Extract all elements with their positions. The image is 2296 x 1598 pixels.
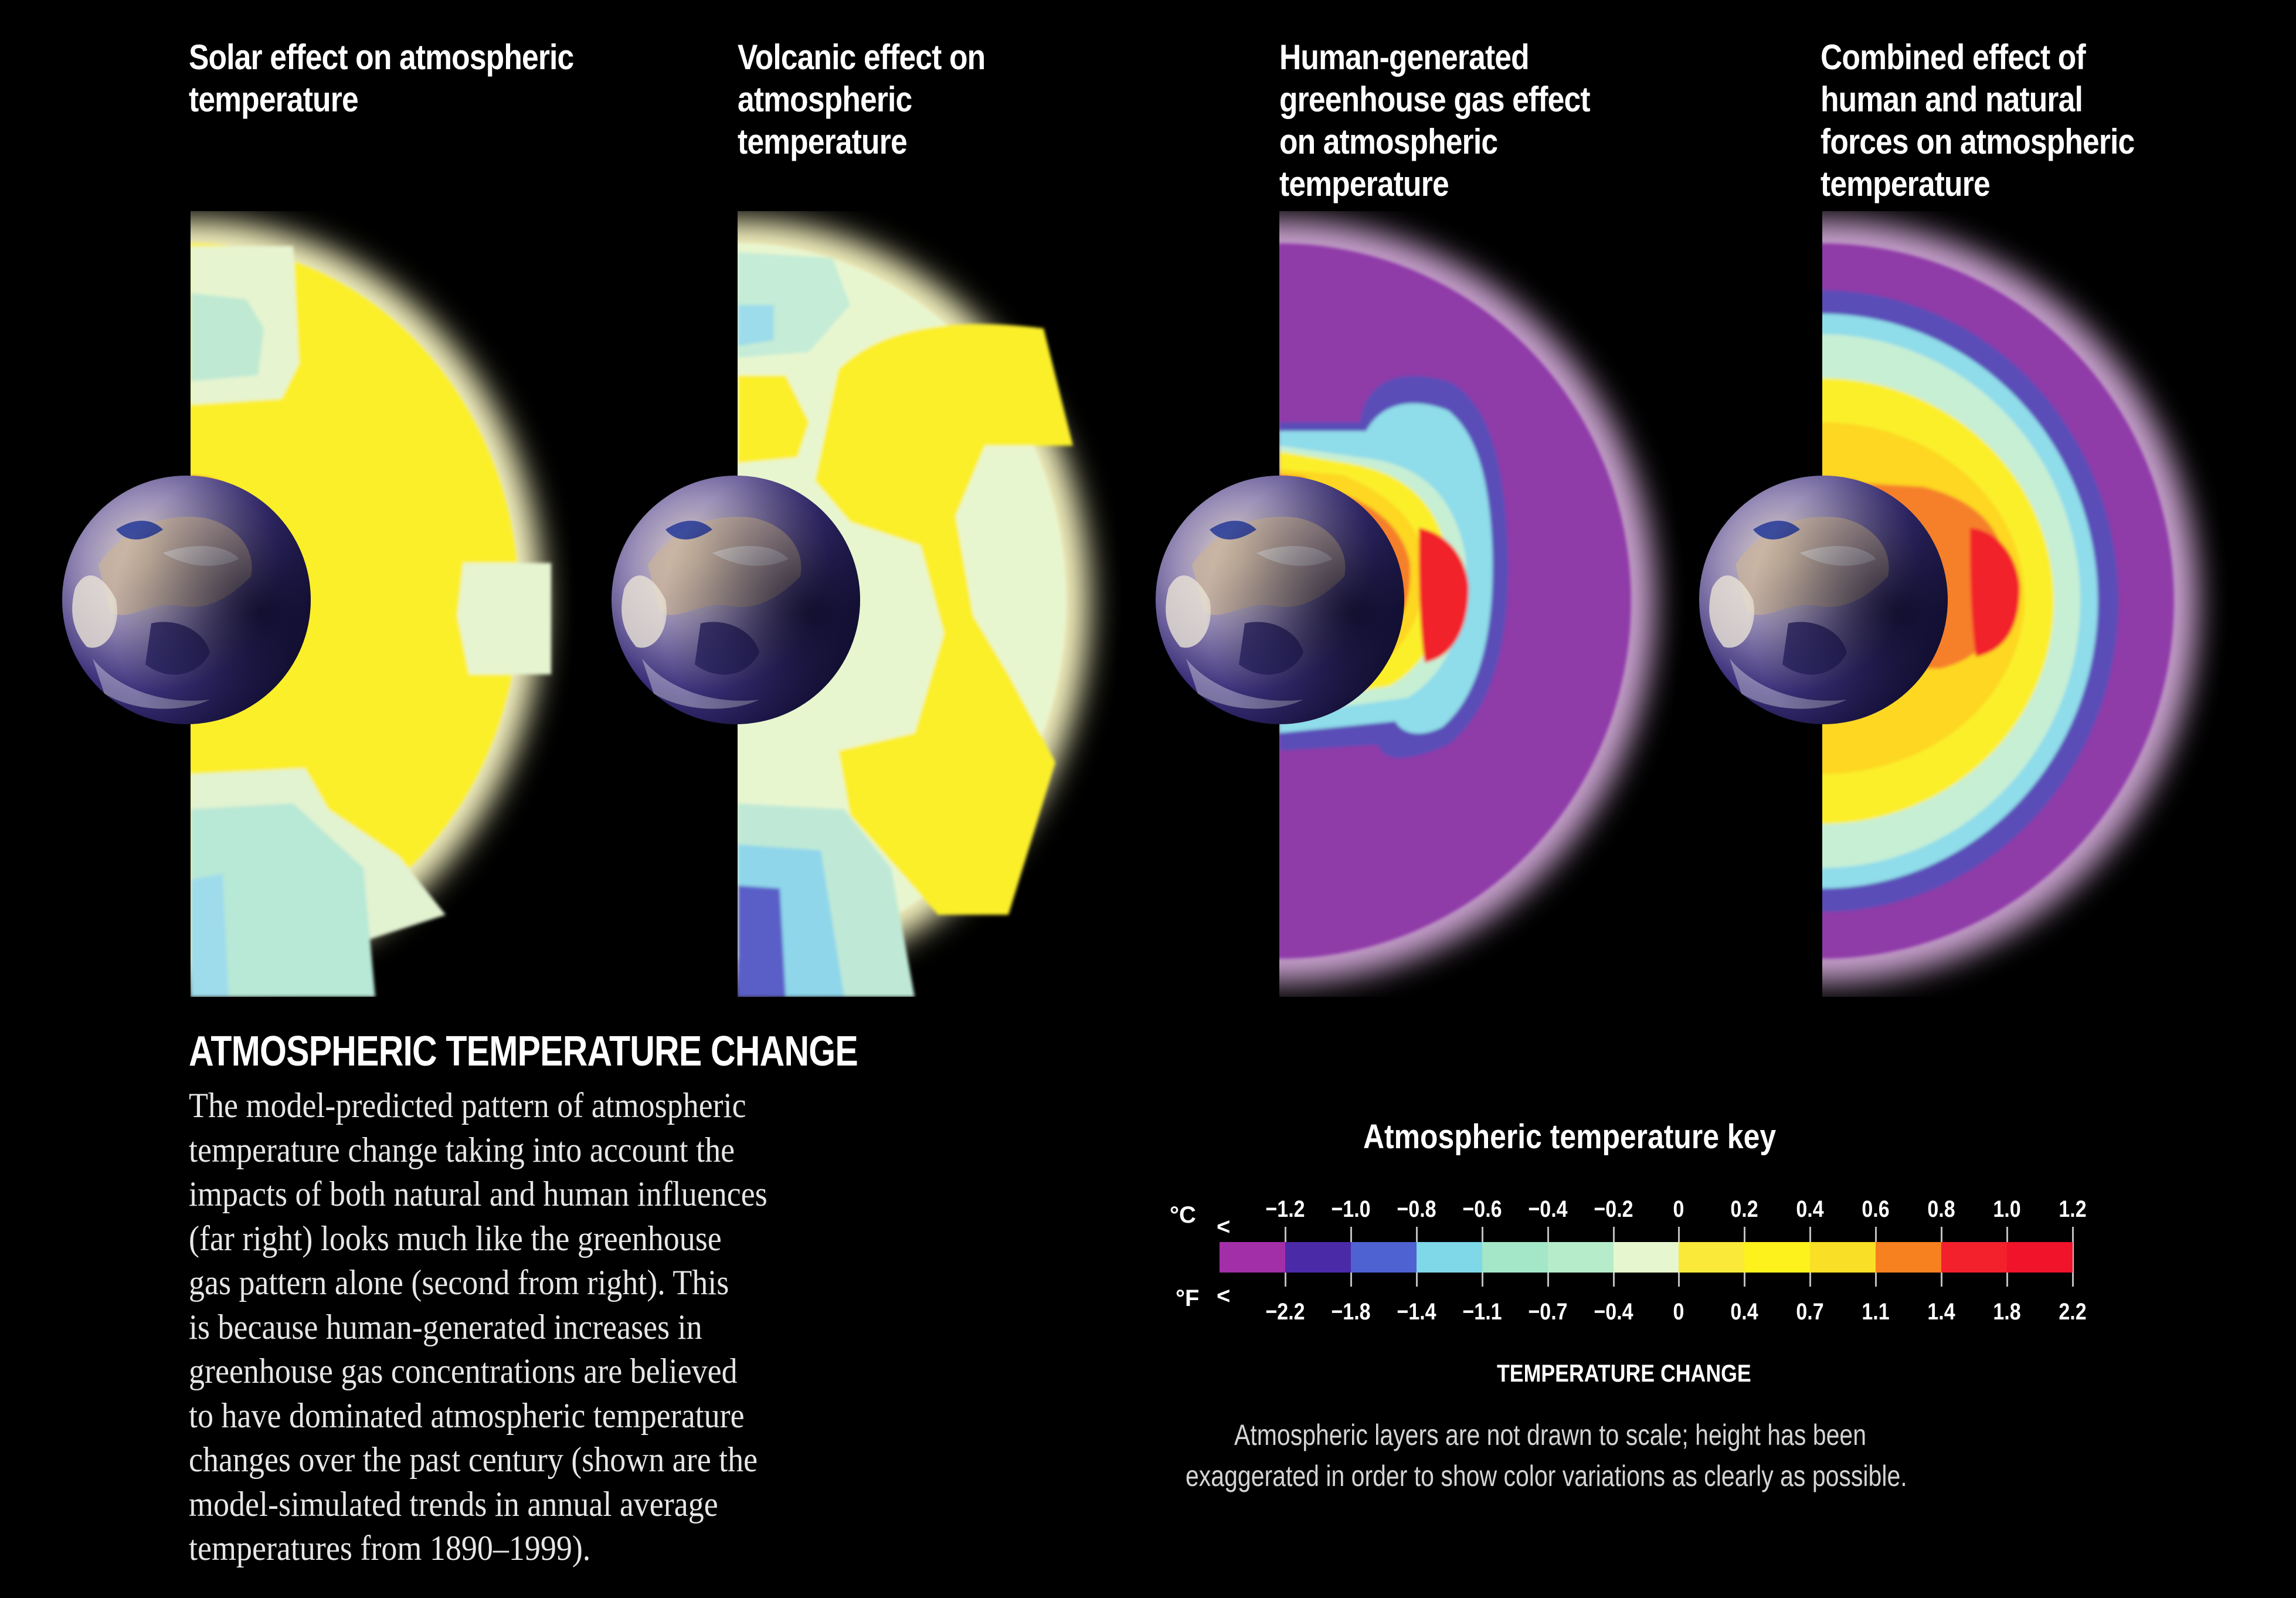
celsius-less-than: < xyxy=(1217,1214,1231,1240)
caption-body: The model-predicted pattern of atmospher… xyxy=(189,1086,767,1568)
celsius-tick-label: 0 xyxy=(1673,1196,1684,1222)
color-swatch xyxy=(1350,1242,1417,1273)
fahrenheit-tick-label: −0.4 xyxy=(1593,1299,1633,1325)
earth-globe-icon xyxy=(1156,476,1404,724)
celsius-tick-label: 1.2 xyxy=(2059,1196,2087,1222)
fahrenheit-tick-label: −2.2 xyxy=(1265,1299,1305,1325)
fahrenheit-tick-label: −1.1 xyxy=(1462,1299,1502,1325)
fahrenheit-tick-label: −1.8 xyxy=(1331,1299,1371,1325)
solar-panel xyxy=(191,220,601,997)
color-swatch xyxy=(1941,1242,2008,1273)
celsius-tick-label: −1.2 xyxy=(1265,1196,1305,1222)
caption-heading: ATMOSPHERIC TEMPERATURE CHANGE xyxy=(189,1028,858,1075)
fahrenheit-tick-label: 0 xyxy=(1673,1299,1684,1325)
panel-title-volcanic: Volcanic effect on atmospheric temperatu… xyxy=(738,38,986,161)
volcanic-panel xyxy=(738,220,1148,997)
panel-title-combined: Combined effect of human and natural for… xyxy=(1821,38,2135,203)
celsius-tick-label: −0.6 xyxy=(1462,1196,1502,1222)
fahrenheit-tick-label: 1.1 xyxy=(1862,1299,1890,1325)
fahrenheit-less-than: < xyxy=(1217,1283,1231,1309)
fahrenheit-tick-label: 0.4 xyxy=(1730,1299,1759,1325)
celsius-tick-label: 1.0 xyxy=(1993,1196,2021,1222)
color-swatch xyxy=(1416,1242,1482,1273)
celsius-tick-label: −0.8 xyxy=(1397,1196,1436,1222)
celsius-tick-label: 0.2 xyxy=(1730,1196,1759,1222)
celsius-tick-label: 0.4 xyxy=(1796,1196,1824,1222)
color-swatch xyxy=(1613,1242,1679,1273)
atmosphere-diagrams xyxy=(62,220,2244,997)
color-swatch xyxy=(1679,1242,1745,1273)
combined-panel xyxy=(1822,220,2244,985)
earth-globe-icon xyxy=(612,476,860,724)
celsius-unit-label: °C xyxy=(1170,1202,1196,1228)
panel-title-greenhouse: Human-generated greenhouse gas effect on… xyxy=(1279,38,1590,203)
tick-mark xyxy=(2072,1227,2074,1287)
color-swatch xyxy=(1482,1242,1548,1273)
color-scale-bar xyxy=(1220,1242,2073,1273)
color-swatch xyxy=(1876,1242,1942,1273)
fahrenheit-tick-label: 2.2 xyxy=(2059,1299,2087,1325)
celsius-tick-label: −0.4 xyxy=(1528,1196,1568,1222)
color-swatch xyxy=(2007,1242,2073,1273)
key-title: Atmospheric temperature key xyxy=(1363,1118,1777,1156)
celsius-tick-label: 0.8 xyxy=(1927,1196,1955,1222)
color-swatch xyxy=(1810,1242,1876,1273)
color-swatch xyxy=(1220,1242,1285,1273)
earth-globe-icon xyxy=(1699,476,1948,724)
earth-globe-icon xyxy=(62,476,311,724)
key-axis-label: TEMPERATURE CHANGE xyxy=(1497,1359,1751,1387)
fahrenheit-tick-label: −0.7 xyxy=(1528,1299,1568,1325)
color-swatch xyxy=(1285,1242,1351,1273)
color-swatch xyxy=(1744,1242,1811,1273)
celsius-tick-label: 0.6 xyxy=(1862,1196,1890,1222)
fahrenheit-tick-label: −1.4 xyxy=(1397,1299,1436,1325)
color-swatch xyxy=(1547,1242,1614,1273)
panel-title-solar: Solar effect on atmospheric temperature xyxy=(189,38,574,119)
celsius-tick-label: −1.0 xyxy=(1331,1196,1371,1222)
fahrenheit-tick-label: 1.4 xyxy=(1927,1299,1955,1325)
celsius-tick-label: −0.2 xyxy=(1593,1196,1633,1222)
footnote-line-2: exaggerated in order to show color varia… xyxy=(1186,1460,1907,1492)
fahrenheit-unit-label: °F xyxy=(1176,1285,1200,1311)
fahrenheit-tick-label: 0.7 xyxy=(1796,1299,1824,1325)
fahrenheit-tick-label: 1.8 xyxy=(1993,1299,2021,1325)
footnote-line-1: Atmospheric layers are not drawn to scal… xyxy=(1234,1419,1866,1451)
